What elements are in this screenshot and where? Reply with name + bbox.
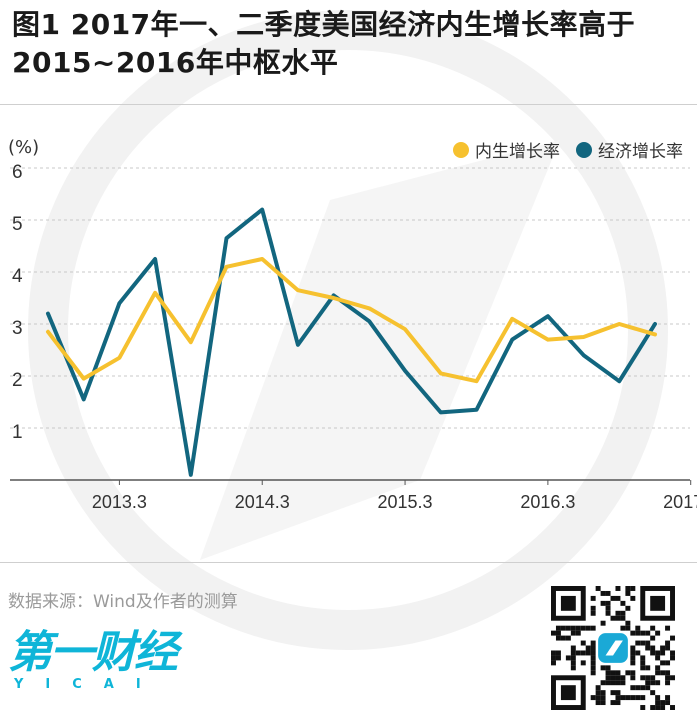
- y-tick-label-1: 1: [12, 422, 23, 443]
- legend-label-economic: 经济增长率: [598, 142, 683, 162]
- title-divider: [0, 104, 697, 105]
- footer-divider: [0, 562, 697, 563]
- series-line-economic: [46, 207, 657, 477]
- series-line-endogenous: [46, 257, 657, 384]
- legend-label-endogenous: 内生增长率: [475, 142, 560, 162]
- y-tick-label-3: 3: [12, 318, 23, 339]
- y-tick-label-5: 5: [12, 214, 23, 235]
- legend-swatch-economic: [576, 141, 592, 158]
- legend-item-economic: 经济增长率: [576, 137, 683, 162]
- x-tick-label-2015.3: 2015.3: [378, 492, 433, 512]
- x-tick-label-2013.3: 2013.3: [92, 492, 147, 512]
- yicai-logo: 第一财经 YICAI: [8, 627, 178, 692]
- legend: 内生增长率 经济增长率: [453, 137, 683, 162]
- y-axis-unit: (%): [8, 137, 40, 158]
- qr-code-icon: [551, 586, 675, 710]
- logo-chinese: 第一财经: [8, 627, 178, 678]
- line-chart: 1 2 3 4 5 6 2013.3 2014.3 2015.3 2016.3 2017.3: [10, 162, 697, 512]
- chart-title: 图1 2017年一、二季度美国经济内生增长率高于2015~2016年中枢水平: [12, 8, 636, 79]
- y-tick-label-2: 2: [12, 370, 23, 391]
- x-tick-label-2014.3: 2014.3: [235, 492, 290, 512]
- legend-swatch-endogenous: [453, 141, 469, 158]
- y-tick-label-4: 4: [12, 266, 23, 287]
- legend-item-endogenous: 内生增长率: [453, 137, 560, 162]
- x-tick-label-2016.3: 2016.3: [520, 492, 575, 512]
- logo-english: YICAI: [14, 677, 163, 692]
- y-tick-label-6: 6: [12, 162, 23, 183]
- x-tick-label-2017.3: 2017.3: [663, 492, 697, 512]
- source-note: 数据来源：Wind及作者的测算: [8, 592, 238, 612]
